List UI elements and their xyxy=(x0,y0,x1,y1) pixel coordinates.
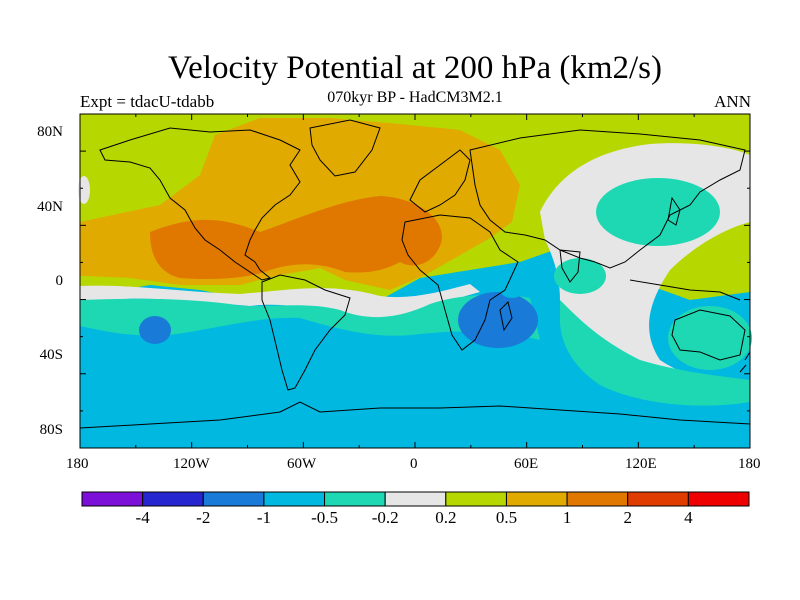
colorbar-box xyxy=(384,491,447,507)
y-tick-label: 40N xyxy=(37,199,63,215)
colorbar-label: -0.2 xyxy=(371,508,399,527)
x-tick-label: 120E xyxy=(625,456,657,472)
y-tick-label: 40S xyxy=(39,347,63,363)
x-tick-label: 180 xyxy=(738,456,761,472)
colorbar-box xyxy=(505,491,568,507)
x-tick-label: 60W xyxy=(287,456,317,472)
coastlines xyxy=(79,119,751,429)
colorbar-label: -4 xyxy=(135,508,150,527)
field-teal-japan xyxy=(596,178,720,246)
field-grey-npacific xyxy=(78,176,90,204)
field-darkblue-indian xyxy=(458,292,538,348)
colorbar-label: 1 xyxy=(562,508,572,527)
x-tick-label: 0 xyxy=(410,456,418,472)
colorbar xyxy=(81,491,750,507)
colorbar-label: -1 xyxy=(256,508,271,527)
colorbar-label: -2 xyxy=(196,508,211,527)
colorbar-box xyxy=(566,491,629,507)
x-tick-label: 60E xyxy=(514,456,539,472)
colorbar-box xyxy=(142,491,204,507)
colorbar-label: 0.5 xyxy=(495,508,518,527)
field-teal-south xyxy=(80,294,540,340)
colorbar-box xyxy=(445,491,507,507)
map-subtitle: 070kyr BP - HadCM3M2.1 xyxy=(327,89,503,106)
x-tick-label: 180 xyxy=(66,456,89,472)
field-teal-arabia xyxy=(554,258,606,294)
field-blue-inner xyxy=(498,274,526,298)
colorbar-box xyxy=(263,491,326,507)
map-title: Velocity Potential at 200 hPa (km2/s) xyxy=(167,50,663,86)
colorbar-label: -0.5 xyxy=(311,508,338,527)
field-lime-ne xyxy=(680,222,750,293)
field-orange-core xyxy=(150,196,442,280)
field-teal-australia xyxy=(668,306,752,370)
colorbar-box xyxy=(627,491,689,507)
season-label: ANN xyxy=(714,92,751,111)
field-teal-east xyxy=(560,300,750,406)
field-grey-strip xyxy=(80,284,480,322)
colorbar-box xyxy=(687,491,750,507)
colorbar-box xyxy=(324,491,386,507)
colorbar-label: 4 xyxy=(684,508,693,527)
y-tick-label: 80S xyxy=(39,422,63,438)
colorbar-label: 2 xyxy=(623,508,632,527)
y-tick-label: 80N xyxy=(37,124,63,140)
colorbar-box xyxy=(81,491,144,507)
y-tick-label: 0 xyxy=(55,273,64,289)
experiment-label: Expt = tdacU-tdabb xyxy=(80,92,215,111)
colorbar-label: 0.2 xyxy=(435,508,457,527)
colorbar-box xyxy=(202,491,265,507)
field-darkblue-pacific xyxy=(139,316,171,344)
axis-ticks xyxy=(79,113,751,449)
x-tick-label: 120W xyxy=(173,456,210,472)
